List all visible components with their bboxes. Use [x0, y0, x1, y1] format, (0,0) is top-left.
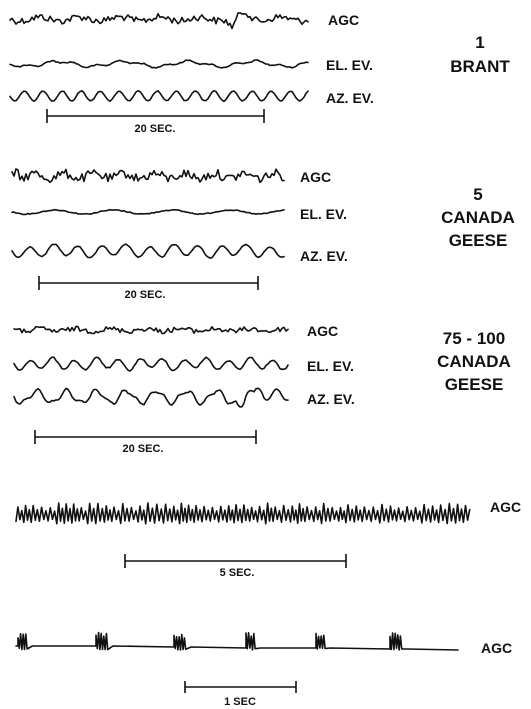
brant-el-ev-label: EL. EV.	[326, 57, 373, 73]
canada75-geese-label: GEESE	[445, 375, 504, 394]
brant-az-ev-label: AZ. EV.	[326, 90, 374, 106]
canada5-geese-label: GEESE	[449, 231, 508, 250]
canada75-az-ev-label: AZ. EV.	[307, 391, 355, 407]
group-canada-5: AGC EL. EV. AZ. EV. 5 CANADA GEESE 20 SE…	[11, 168, 515, 301]
brant-agc-trace	[9, 12, 309, 30]
group-brant: AGC EL. EV. AZ. EV. 1 BRANT 20 SEC.	[9, 12, 510, 135]
canada75-az-ev-trace	[13, 387, 289, 408]
canada5-agc-label: AGC	[300, 169, 331, 185]
canada5-count-label: 5	[473, 185, 482, 204]
canada5-scale-label: 20 SEC.	[125, 289, 166, 301]
canada5-agc-trace	[11, 168, 285, 184]
canada75-agc-trace	[13, 325, 289, 335]
canada75-el-ev-label: EL. EV.	[307, 358, 354, 374]
canada5-az-ev-trace	[11, 243, 285, 259]
fast-agc-scale-label: 5 SEC.	[220, 567, 255, 579]
group-canada-75-100: AGC EL. EV. AZ. EV. 75 - 100 CANADA GEES…	[13, 323, 511, 455]
brant-el-ev-trace	[9, 59, 309, 69]
fast-agc-label: AGC	[490, 499, 521, 515]
brant-species-label: BRANT	[450, 57, 510, 76]
fast-agc-trace	[15, 502, 471, 525]
pulse-agc-scale-label: 1 SEC	[224, 696, 256, 708]
canada5-species-label: CANADA	[441, 208, 515, 227]
canada75-el-ev-trace	[13, 356, 289, 372]
brant-scale-label: 20 SEC.	[135, 123, 176, 135]
fast-agc-scale-bar	[124, 554, 347, 568]
group-pulse-agc: AGC 1 SEC	[15, 631, 512, 708]
pulse-agc-label: AGC	[481, 640, 512, 656]
brant-az-ev-trace	[9, 89, 309, 103]
canada5-az-ev-label: AZ. EV.	[300, 248, 348, 264]
group-fast-agc: AGC 5 SEC.	[15, 499, 521, 579]
canada75-agc-label: AGC	[307, 323, 338, 339]
canada75-scale-label: 20 SEC.	[123, 443, 164, 455]
canada75-species-label: CANADA	[437, 352, 511, 371]
canada5-el-ev-trace	[11, 208, 285, 216]
pulse-agc-scale-bar	[184, 681, 297, 693]
canada5-el-ev-label: EL. EV.	[300, 206, 347, 222]
canada75-count-label: 75 - 100	[443, 329, 505, 348]
brant-agc-label: AGC	[328, 12, 359, 28]
canada75-scale-bar	[34, 430, 257, 444]
pulse-agc-trace	[15, 631, 459, 651]
brant-count-label: 1	[475, 33, 484, 52]
canada5-scale-bar	[38, 276, 259, 290]
brant-scale-bar	[46, 109, 265, 123]
